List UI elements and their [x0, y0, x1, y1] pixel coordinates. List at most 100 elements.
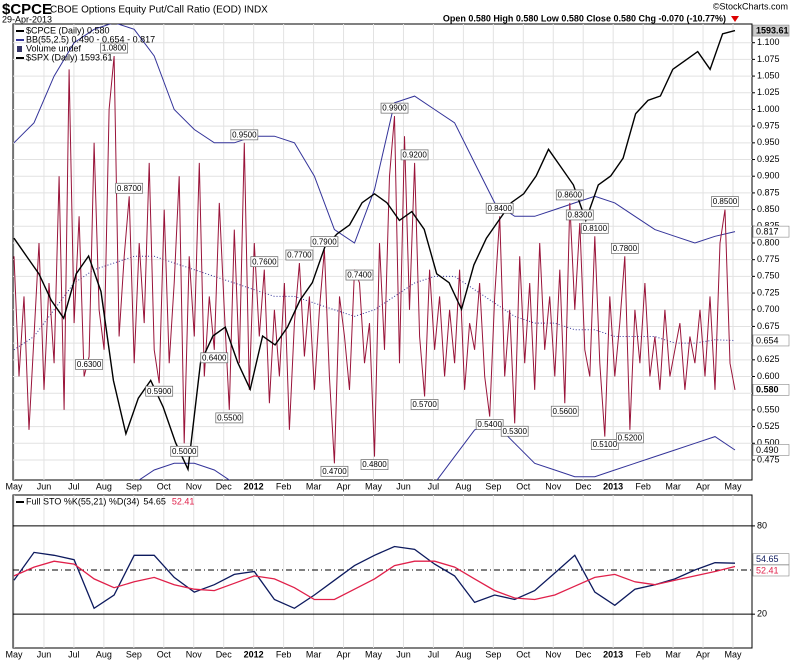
bb-lower: [138, 422, 736, 480]
top-plot: [13, 24, 736, 480]
x-tick-label: Nov: [186, 481, 203, 491]
x-tick-label: Oct: [516, 481, 531, 491]
spx-line: [13, 29, 736, 472]
x-tick-label: Jul: [68, 481, 80, 491]
value-label-box: [230, 129, 259, 141]
value-label: 0.7900: [312, 237, 337, 246]
value-label-box: [75, 359, 103, 370]
value-label: 0.8300: [568, 211, 593, 220]
x-tick-label: Oct: [157, 481, 172, 491]
end-value-label: 0.490: [756, 445, 779, 455]
date: 29-Apr-2013: [2, 14, 52, 24]
value-label: 0.4700: [322, 467, 347, 476]
y-tick-label: 0.800: [757, 237, 780, 247]
value-label: 0.5400: [477, 420, 502, 429]
x-tick-label: Mar: [306, 481, 322, 491]
symbol: $CPCE: [2, 1, 52, 18]
x-tick-label: May: [724, 481, 742, 491]
x-tick-label: 2012: [244, 481, 264, 491]
value-label-box: [711, 196, 739, 207]
y-tick-label: 1.025: [757, 87, 780, 97]
x-tick-label: Jul: [428, 481, 440, 491]
end-value-label: 0.817: [756, 227, 779, 237]
x-tick-label: Jul: [428, 649, 440, 659]
x-tick-label: May: [365, 481, 383, 491]
legend-value: 54.65: [143, 496, 166, 506]
value-label: 0.8600: [558, 191, 583, 200]
y-tick-label: 0.675: [757, 321, 780, 331]
value-label-box: [320, 465, 349, 477]
x-tick-label: Dec: [575, 481, 592, 491]
end-value-box: [752, 225, 790, 238]
legend-label: $SPX (Daily) 1593.61: [26, 52, 113, 62]
y-tick-label: 0.775: [757, 254, 780, 264]
x-tick-label: Nov: [545, 649, 562, 659]
x-tick-label: Nov: [545, 481, 562, 491]
value-label-box: [565, 209, 594, 221]
legend-label: Volume undef: [26, 43, 82, 53]
end-value-label: 52.41: [756, 565, 779, 575]
y-tick-label: 80: [757, 520, 767, 530]
x-tick-label: Apr: [696, 649, 710, 659]
end-value-label: 1593.61: [756, 25, 789, 35]
value-label: 0.9500: [232, 130, 257, 139]
x-tick-label: Oct: [157, 649, 172, 659]
bottom-panel-frame: [12, 494, 753, 649]
value-label-box: [590, 439, 619, 450]
x-tick-label: May: [5, 481, 23, 491]
end-value-label: 54.65: [756, 554, 779, 564]
down-arrow: [731, 16, 739, 22]
value-label: 0.6300: [77, 360, 102, 369]
x-tick-label: Dec: [216, 481, 233, 491]
value-label-box: [100, 42, 128, 54]
value-label-box: [360, 459, 389, 470]
value-label: 0.7400: [347, 271, 372, 280]
y-tick-label: 0.900: [757, 171, 780, 181]
value-label: 0.5900: [147, 387, 172, 396]
cpce-line: [13, 55, 736, 464]
value-label: 0.6400: [202, 353, 227, 362]
value-label-box: [250, 256, 279, 268]
value-label-box: [285, 249, 314, 261]
y-tick-label: 0.725: [757, 287, 780, 297]
value-label-box: [200, 352, 229, 364]
x-tick-label: Nov: [186, 649, 203, 659]
x-tick-label: Apr: [337, 481, 351, 491]
value-label-box: [616, 432, 644, 444]
y-tick-label: 0.600: [757, 371, 780, 381]
y-tick-label: 1.100: [757, 37, 780, 47]
x-tick-label: 2013: [603, 481, 623, 491]
legend-swatch: [17, 46, 22, 52]
labels: May May Jun Jun Jul Jul Aug Aug Sep Sep Oct Oct Nov N…: [5, 24, 790, 659]
bb-middle: [13, 255, 736, 351]
end-value-label: 0.580: [756, 385, 779, 395]
value-label-box: [610, 242, 639, 254]
end-value-box: [752, 444, 790, 456]
end-value-box: [752, 384, 790, 396]
value-label-box: [485, 202, 514, 214]
bb-upper: [13, 24, 736, 244]
value-label-box: [580, 222, 609, 234]
x-tick-label: Jul: [68, 649, 80, 659]
end-value-box: [752, 334, 790, 347]
value-label-box: [410, 399, 439, 410]
value-label: 0.8400: [487, 204, 512, 213]
y-tick-label: 0.975: [757, 121, 780, 131]
value-label-box: [500, 425, 529, 437]
quote: Open 0.580 High 0.580 Low 0.580 Close 0.…: [443, 13, 726, 23]
value-label-box: [400, 149, 429, 161]
value-label-box: [380, 102, 409, 114]
value-label: 0.5000: [172, 447, 197, 456]
x-tick-label: Jun: [396, 481, 411, 491]
y-tick-label: 1.050: [757, 70, 780, 80]
value-label: 0.5600: [553, 407, 578, 416]
x-tick-label: Feb: [276, 649, 292, 659]
y-tick-label: 0.525: [757, 421, 780, 431]
x-tick-label: Feb: [635, 649, 651, 659]
x-tick-label: Oct: [516, 649, 531, 659]
legend-value: 52.41: [172, 496, 195, 506]
x-tick-label: Jun: [396, 649, 411, 659]
y-tick-label: 20: [757, 609, 767, 619]
x-tick-label: Dec: [216, 649, 233, 659]
